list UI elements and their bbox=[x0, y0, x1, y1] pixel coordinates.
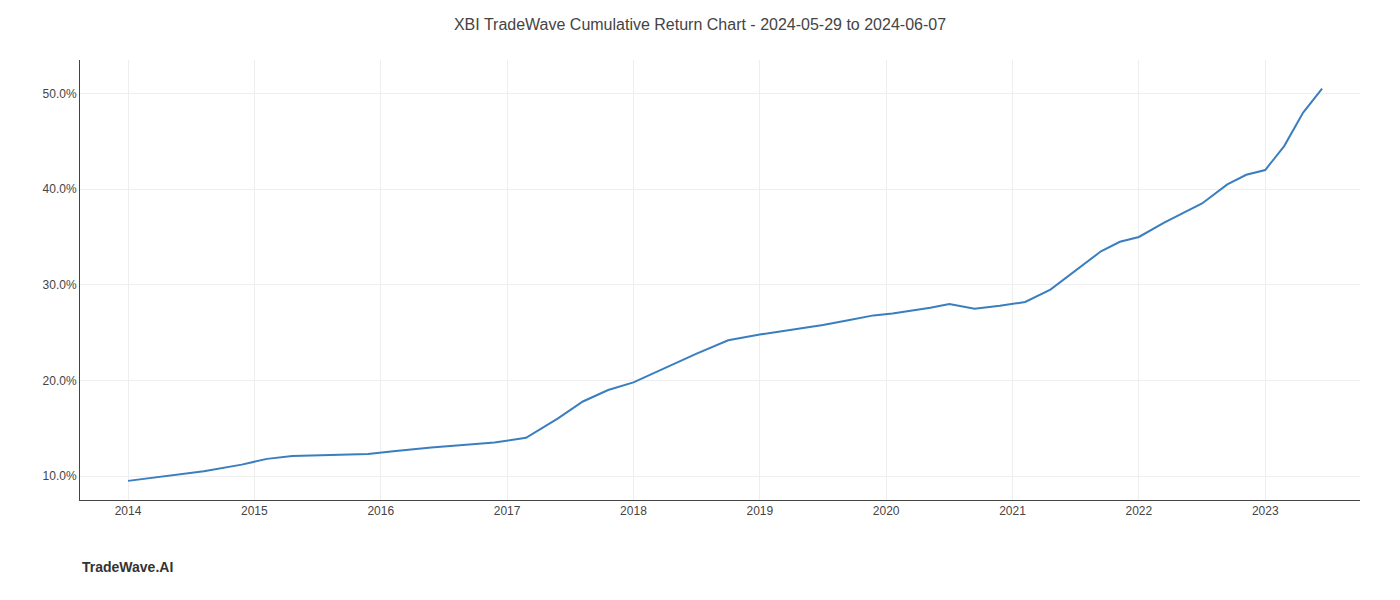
svg-text:50.0%: 50.0% bbox=[43, 87, 77, 101]
svg-text:2017: 2017 bbox=[494, 504, 521, 518]
svg-text:40.0%: 40.0% bbox=[43, 182, 77, 196]
svg-text:2023: 2023 bbox=[1252, 504, 1279, 518]
svg-text:XBI TradeWave Cumulative Retur: XBI TradeWave Cumulative Return Chart - … bbox=[454, 16, 946, 33]
svg-text:2018: 2018 bbox=[620, 504, 647, 518]
svg-text:2020: 2020 bbox=[873, 504, 900, 518]
svg-text:2014: 2014 bbox=[115, 504, 142, 518]
svg-text:2022: 2022 bbox=[1126, 504, 1153, 518]
svg-text:2021: 2021 bbox=[999, 504, 1026, 518]
svg-text:30.0%: 30.0% bbox=[43, 278, 77, 292]
svg-text:2019: 2019 bbox=[746, 504, 773, 518]
svg-text:10.0%: 10.0% bbox=[43, 469, 77, 483]
svg-text:20.0%: 20.0% bbox=[43, 374, 77, 388]
svg-text:TradeWave.AI: TradeWave.AI bbox=[82, 559, 173, 575]
svg-text:2015: 2015 bbox=[241, 504, 268, 518]
svg-text:2016: 2016 bbox=[367, 504, 394, 518]
